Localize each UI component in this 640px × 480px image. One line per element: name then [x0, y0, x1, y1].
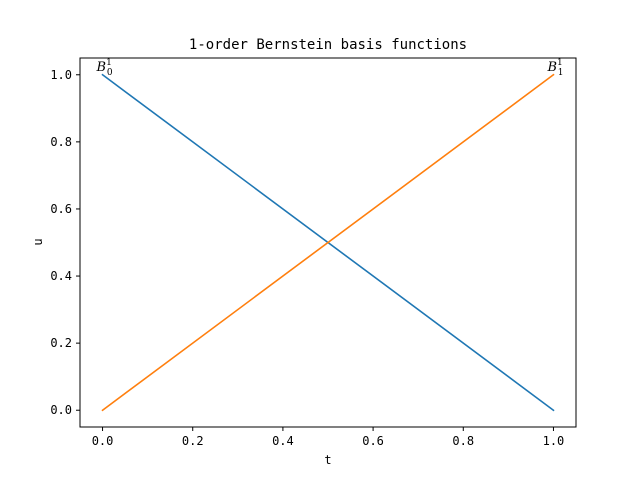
x-tick-label: 0.6	[362, 434, 384, 448]
y-axis-label: u	[31, 238, 45, 245]
annotation-label-0: B1 0	[96, 58, 113, 78]
x-tick-label: 0.8	[452, 434, 474, 448]
x-tick-label: 1.0	[543, 434, 565, 448]
x-tick-label: 0.2	[182, 434, 204, 448]
x-tick-label: 0.4	[272, 434, 294, 448]
y-tick-label: 0.6	[50, 202, 72, 216]
annotation-label-1: B1 1	[546, 58, 563, 78]
y-tick-label: 0.2	[50, 336, 72, 350]
y-tick-label: 0.8	[50, 135, 72, 149]
x-tick-label: 0.0	[92, 434, 114, 448]
y-tick-label: 0.0	[50, 403, 72, 417]
chart-title: 1-order Bernstein basis functions	[189, 37, 467, 53]
x-axis-label: t	[324, 453, 331, 467]
y-tick-label: 1.0	[50, 68, 72, 82]
y-tick-label: 0.4	[50, 269, 72, 283]
